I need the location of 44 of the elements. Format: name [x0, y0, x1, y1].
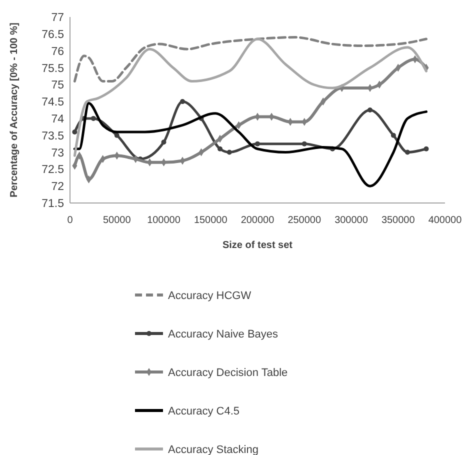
x-tick-label: 50000 — [102, 215, 132, 226]
x-tick-label: 300000 — [334, 215, 368, 226]
line-series — [73, 36, 428, 83]
x-tick-label: 200000 — [240, 215, 275, 226]
legend-label: Accuracy Stacking — [168, 444, 258, 455]
point — [90, 116, 96, 121]
point — [255, 141, 260, 146]
x-tick-label: 150000 — [194, 215, 228, 226]
x-tick-label: 0 — [67, 215, 74, 226]
y-tick-label: 75 — [51, 80, 64, 92]
point — [180, 99, 185, 104]
point — [114, 132, 120, 138]
point — [368, 108, 372, 112]
point — [405, 150, 410, 155]
point — [226, 150, 232, 155]
y-tick-label: 73.5 — [42, 130, 64, 142]
y-tick-label: 74 — [51, 113, 65, 126]
y-tick-label: 77 — [51, 12, 64, 24]
y-tick-label: 74.5 — [42, 96, 64, 109]
y-tick-label: 72.5 — [42, 164, 64, 176]
y-tick-label: 71.5 — [42, 198, 64, 210]
y-tick-label: 72 — [51, 181, 64, 194]
point — [161, 140, 166, 145]
point — [302, 141, 307, 146]
x-tick-label: 250000 — [288, 215, 322, 226]
point — [72, 129, 78, 134]
x-axis-title: Size of test set — [222, 240, 294, 251]
legend-label: Accuracy Decision Table — [168, 366, 288, 379]
point — [218, 146, 222, 152]
legend-label: Accuracy Naive Bayes — [168, 328, 279, 340]
point — [424, 146, 429, 152]
legend-label: Accuracy C4.5 — [168, 405, 240, 418]
x-tick-label: 100000 — [147, 215, 181, 226]
y-tick-label: 75.5 — [42, 62, 64, 75]
x-tick-label: 350000 — [381, 215, 416, 226]
legend-label: Accuracy HCGW — [168, 290, 252, 302]
y-axis-title: Percentage of Accuracy [0% - 100 %] — [9, 22, 20, 198]
y-tick-label: 73 — [51, 147, 64, 160]
x-tick-label: 400000 — [428, 215, 462, 226]
line-series — [73, 38, 428, 157]
y-tick-label: 76 — [51, 46, 64, 58]
line-series — [73, 102, 428, 188]
y-tick-label: 76.5 — [42, 28, 64, 41]
point — [390, 132, 396, 138]
